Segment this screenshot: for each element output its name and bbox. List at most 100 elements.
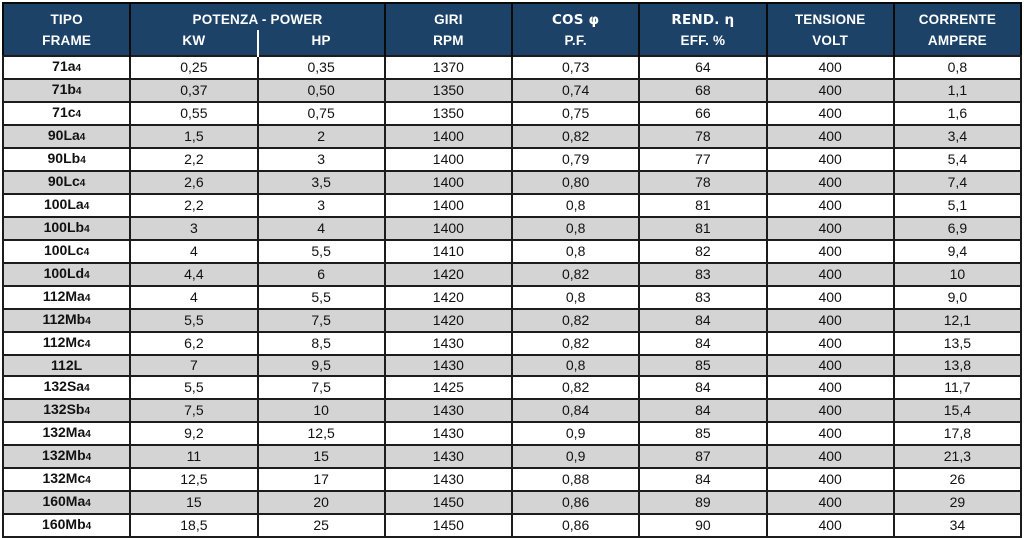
frame-pole-subscript: 4 bbox=[85, 521, 92, 532]
table-row: 112L 7 9,5 1430 0,8 85 400 13,8 bbox=[1, 354, 1023, 377]
ampere-cell: 17,8 bbox=[892, 421, 1023, 446]
kw-cell: 7,5 bbox=[129, 398, 259, 423]
table-row: 100Lb4 3 4 1400 0,8 81 400 6,9 bbox=[1, 216, 1023, 241]
kw-cell: 12,5 bbox=[129, 467, 259, 492]
header-row-top: TIPO POTENZA - POWER GIRI COS φ REND. η … bbox=[3, 3, 1021, 30]
eff-cell: 78 bbox=[638, 170, 768, 195]
col-tipo-header: TIPO bbox=[3, 3, 131, 30]
frame-cell: 71a4 bbox=[1, 55, 132, 80]
rpm-cell: 1430 bbox=[383, 354, 514, 377]
frame-name: 132Mb bbox=[42, 447, 86, 463]
table-row: 132Sa4 5,5 7,5 1425 0,82 84 400 11,7 bbox=[1, 375, 1023, 400]
pf-cell: 0,80 bbox=[510, 170, 641, 195]
frame-cell: 90Lb4 bbox=[1, 147, 132, 172]
frame-name: 160Mb bbox=[42, 516, 86, 532]
rpm-cell: 1400 bbox=[383, 216, 514, 241]
eff-cell: 84 bbox=[638, 398, 768, 423]
frame-name: 71c bbox=[52, 104, 76, 120]
rpm-cell: 1430 bbox=[383, 331, 514, 356]
hp-cell: 7,5 bbox=[256, 375, 386, 400]
rpm-cell: 1430 bbox=[383, 444, 514, 469]
volt-cell: 400 bbox=[765, 78, 895, 103]
eff-cell: 85 bbox=[638, 421, 768, 446]
frame-pole-subscript: 4 bbox=[85, 498, 91, 509]
frame-name: 132Ma bbox=[42, 424, 86, 440]
eff-cell: 83 bbox=[638, 262, 768, 287]
table-row: 100La4 2,2 3 1400 0,8 81 400 5,1 bbox=[1, 193, 1023, 218]
ampere-cell: 13,5 bbox=[892, 331, 1023, 356]
frame-pole-subscript: 4 bbox=[75, 63, 82, 74]
volt-cell: 400 bbox=[765, 101, 895, 126]
rpm-cell: 1350 bbox=[383, 101, 514, 126]
frame-name: 90Lc bbox=[47, 173, 80, 189]
pf-cell: 0,75 bbox=[510, 101, 641, 126]
pf-cell: 0,82 bbox=[510, 375, 641, 400]
frame-pole-subscript: 4 bbox=[85, 429, 91, 440]
volt-cell: 400 bbox=[765, 513, 895, 538]
eff-cell: 90 bbox=[638, 513, 768, 538]
ampere-cell: 5,1 bbox=[892, 193, 1023, 218]
kw-cell: 18,5 bbox=[129, 513, 259, 538]
hp-cell: 5,5 bbox=[256, 285, 386, 310]
frame-cell: 100Ld4 bbox=[1, 262, 132, 287]
eff-cell: 68 bbox=[638, 78, 768, 103]
frame-name: 71a bbox=[52, 58, 76, 74]
frame-pole-subscript: 4 bbox=[83, 201, 90, 212]
pf-cell: 0,8 bbox=[510, 354, 641, 377]
hp-cell: 10 bbox=[256, 398, 386, 423]
eff-cell: 77 bbox=[638, 147, 768, 172]
eff-cell: 78 bbox=[638, 124, 768, 149]
frame-cell: 132Sa4 bbox=[1, 375, 132, 400]
frame-pole-subscript: 4 bbox=[80, 155, 86, 166]
rpm-cell: 1400 bbox=[383, 124, 514, 149]
frame-pole-subscript: 4 bbox=[75, 109, 82, 120]
frame-cell: 112Ma4 bbox=[1, 285, 132, 310]
pf-cell: 0,8 bbox=[510, 239, 641, 264]
kw-cell: 4,4 bbox=[129, 262, 259, 287]
frame-name: 100La bbox=[43, 196, 84, 212]
volt-cell: 400 bbox=[765, 467, 895, 492]
eff-cell: 82 bbox=[638, 239, 768, 264]
table-row: 100Lc4 4 5,5 1410 0,8 82 400 9,4 bbox=[1, 239, 1023, 264]
rpm-cell: 1420 bbox=[383, 308, 514, 333]
ampere-cell: 21,3 bbox=[892, 444, 1023, 469]
hp-cell: 7,5 bbox=[256, 308, 386, 333]
pf-cell: 0,79 bbox=[510, 147, 641, 172]
col-kw-header: KW bbox=[129, 30, 258, 56]
table-row: 112Mc4 6,2 8,5 1430 0,82 84 400 13,5 bbox=[1, 331, 1023, 356]
kw-cell: 3 bbox=[129, 216, 259, 241]
rpm-cell: 1430 bbox=[383, 421, 514, 446]
ampere-cell: 3,4 bbox=[892, 124, 1023, 149]
ampere-cell: 11,7 bbox=[892, 375, 1023, 400]
ampere-cell: 5,4 bbox=[892, 147, 1023, 172]
volt-cell: 400 bbox=[765, 124, 895, 149]
frame-pole-subscript: 4 bbox=[84, 224, 90, 235]
volt-cell: 400 bbox=[765, 398, 895, 423]
frame-name: 160Ma bbox=[42, 493, 86, 509]
eff-cell: 66 bbox=[638, 101, 768, 126]
hp-cell: 2 bbox=[256, 124, 386, 149]
kw-cell: 9,2 bbox=[129, 421, 259, 446]
frame-name: 112L bbox=[51, 357, 83, 373]
frame-name: 112Mc bbox=[42, 334, 85, 350]
frame-cell: 160Mb4 bbox=[1, 513, 132, 538]
frame-pole-subscript: 4 bbox=[84, 383, 90, 394]
rpm-cell: 1370 bbox=[383, 55, 514, 80]
hp-cell: 4 bbox=[256, 216, 386, 241]
frame-cell: 100Lb4 bbox=[1, 216, 132, 241]
eff-cell: 84 bbox=[638, 308, 768, 333]
frame-name: 100Lc bbox=[43, 242, 84, 258]
rpm-cell: 1400 bbox=[383, 147, 514, 172]
rpm-cell: 1410 bbox=[383, 239, 514, 264]
frame-cell: 132Sb4 bbox=[1, 398, 132, 423]
volt-cell: 400 bbox=[765, 170, 895, 195]
table-row: 160Mb4 18,5 25 1450 0,86 90 400 34 bbox=[1, 513, 1023, 538]
rpm-cell: 1430 bbox=[383, 467, 514, 492]
hp-cell: 25 bbox=[256, 513, 386, 538]
kw-cell: 1,5 bbox=[129, 124, 259, 149]
frame-pole-subscript: 4 bbox=[84, 406, 91, 417]
ampere-cell: 13,8 bbox=[892, 354, 1023, 377]
pf-cell: 0,82 bbox=[510, 331, 641, 356]
eff-cell: 64 bbox=[638, 55, 768, 80]
